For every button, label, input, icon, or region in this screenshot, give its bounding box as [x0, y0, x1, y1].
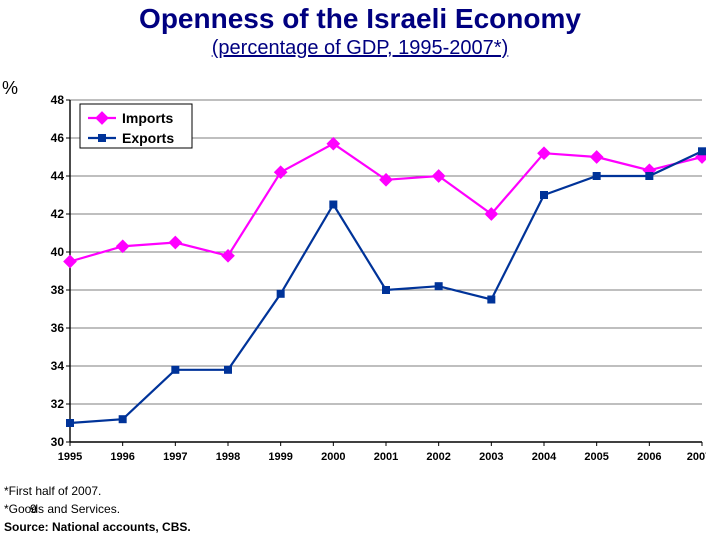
- svg-text:46: 46: [51, 131, 65, 145]
- svg-text:1999: 1999: [268, 451, 292, 463]
- svg-text:1995: 1995: [58, 451, 82, 463]
- y-axis-symbol: %: [2, 78, 18, 99]
- svg-text:34: 34: [51, 359, 65, 373]
- svg-text:Exports: Exports: [122, 130, 174, 146]
- svg-text:1998: 1998: [216, 451, 240, 463]
- source-line: Source: National accounts, CBS.: [4, 518, 191, 536]
- svg-text:2007.I: 2007.I: [687, 451, 706, 463]
- chart-area: 30 32 34 36 38 40 42 44 46 48 1995 1996 1997 1998 1999…: [26, 92, 706, 472]
- svg-text:2001: 2001: [374, 451, 398, 463]
- svg-text:30: 30: [51, 435, 65, 449]
- svg-text:1996: 1996: [110, 451, 134, 463]
- page-title: Openness of the Israeli Economy: [0, 0, 720, 35]
- svg-text:2000: 2000: [321, 451, 345, 463]
- svg-text:2006: 2006: [637, 451, 661, 463]
- page-subtitle: (percentage of GDP, 1995-2007*): [0, 37, 720, 60]
- svg-text:2002: 2002: [426, 451, 450, 463]
- svg-text:2003: 2003: [479, 451, 503, 463]
- page-number: 9: [30, 502, 37, 516]
- svg-text:2004: 2004: [532, 451, 557, 463]
- svg-text:1997: 1997: [163, 451, 187, 463]
- footnote-1: *First half of 2007.: [4, 482, 191, 500]
- svg-text:38: 38: [51, 283, 65, 297]
- svg-text:48: 48: [51, 93, 65, 107]
- svg-text:32: 32: [51, 397, 65, 411]
- footnote-2: *Goods and Services.: [4, 502, 120, 516]
- svg-text:2005: 2005: [584, 451, 608, 463]
- svg-text:42: 42: [51, 207, 65, 221]
- svg-text:44: 44: [51, 169, 65, 183]
- svg-text:36: 36: [51, 321, 65, 335]
- svg-text:Imports: Imports: [122, 110, 174, 126]
- line-chart: 30 32 34 36 38 40 42 44 46 48 1995 1996 1997 1998 1999…: [26, 92, 706, 472]
- svg-text:40: 40: [51, 245, 65, 259]
